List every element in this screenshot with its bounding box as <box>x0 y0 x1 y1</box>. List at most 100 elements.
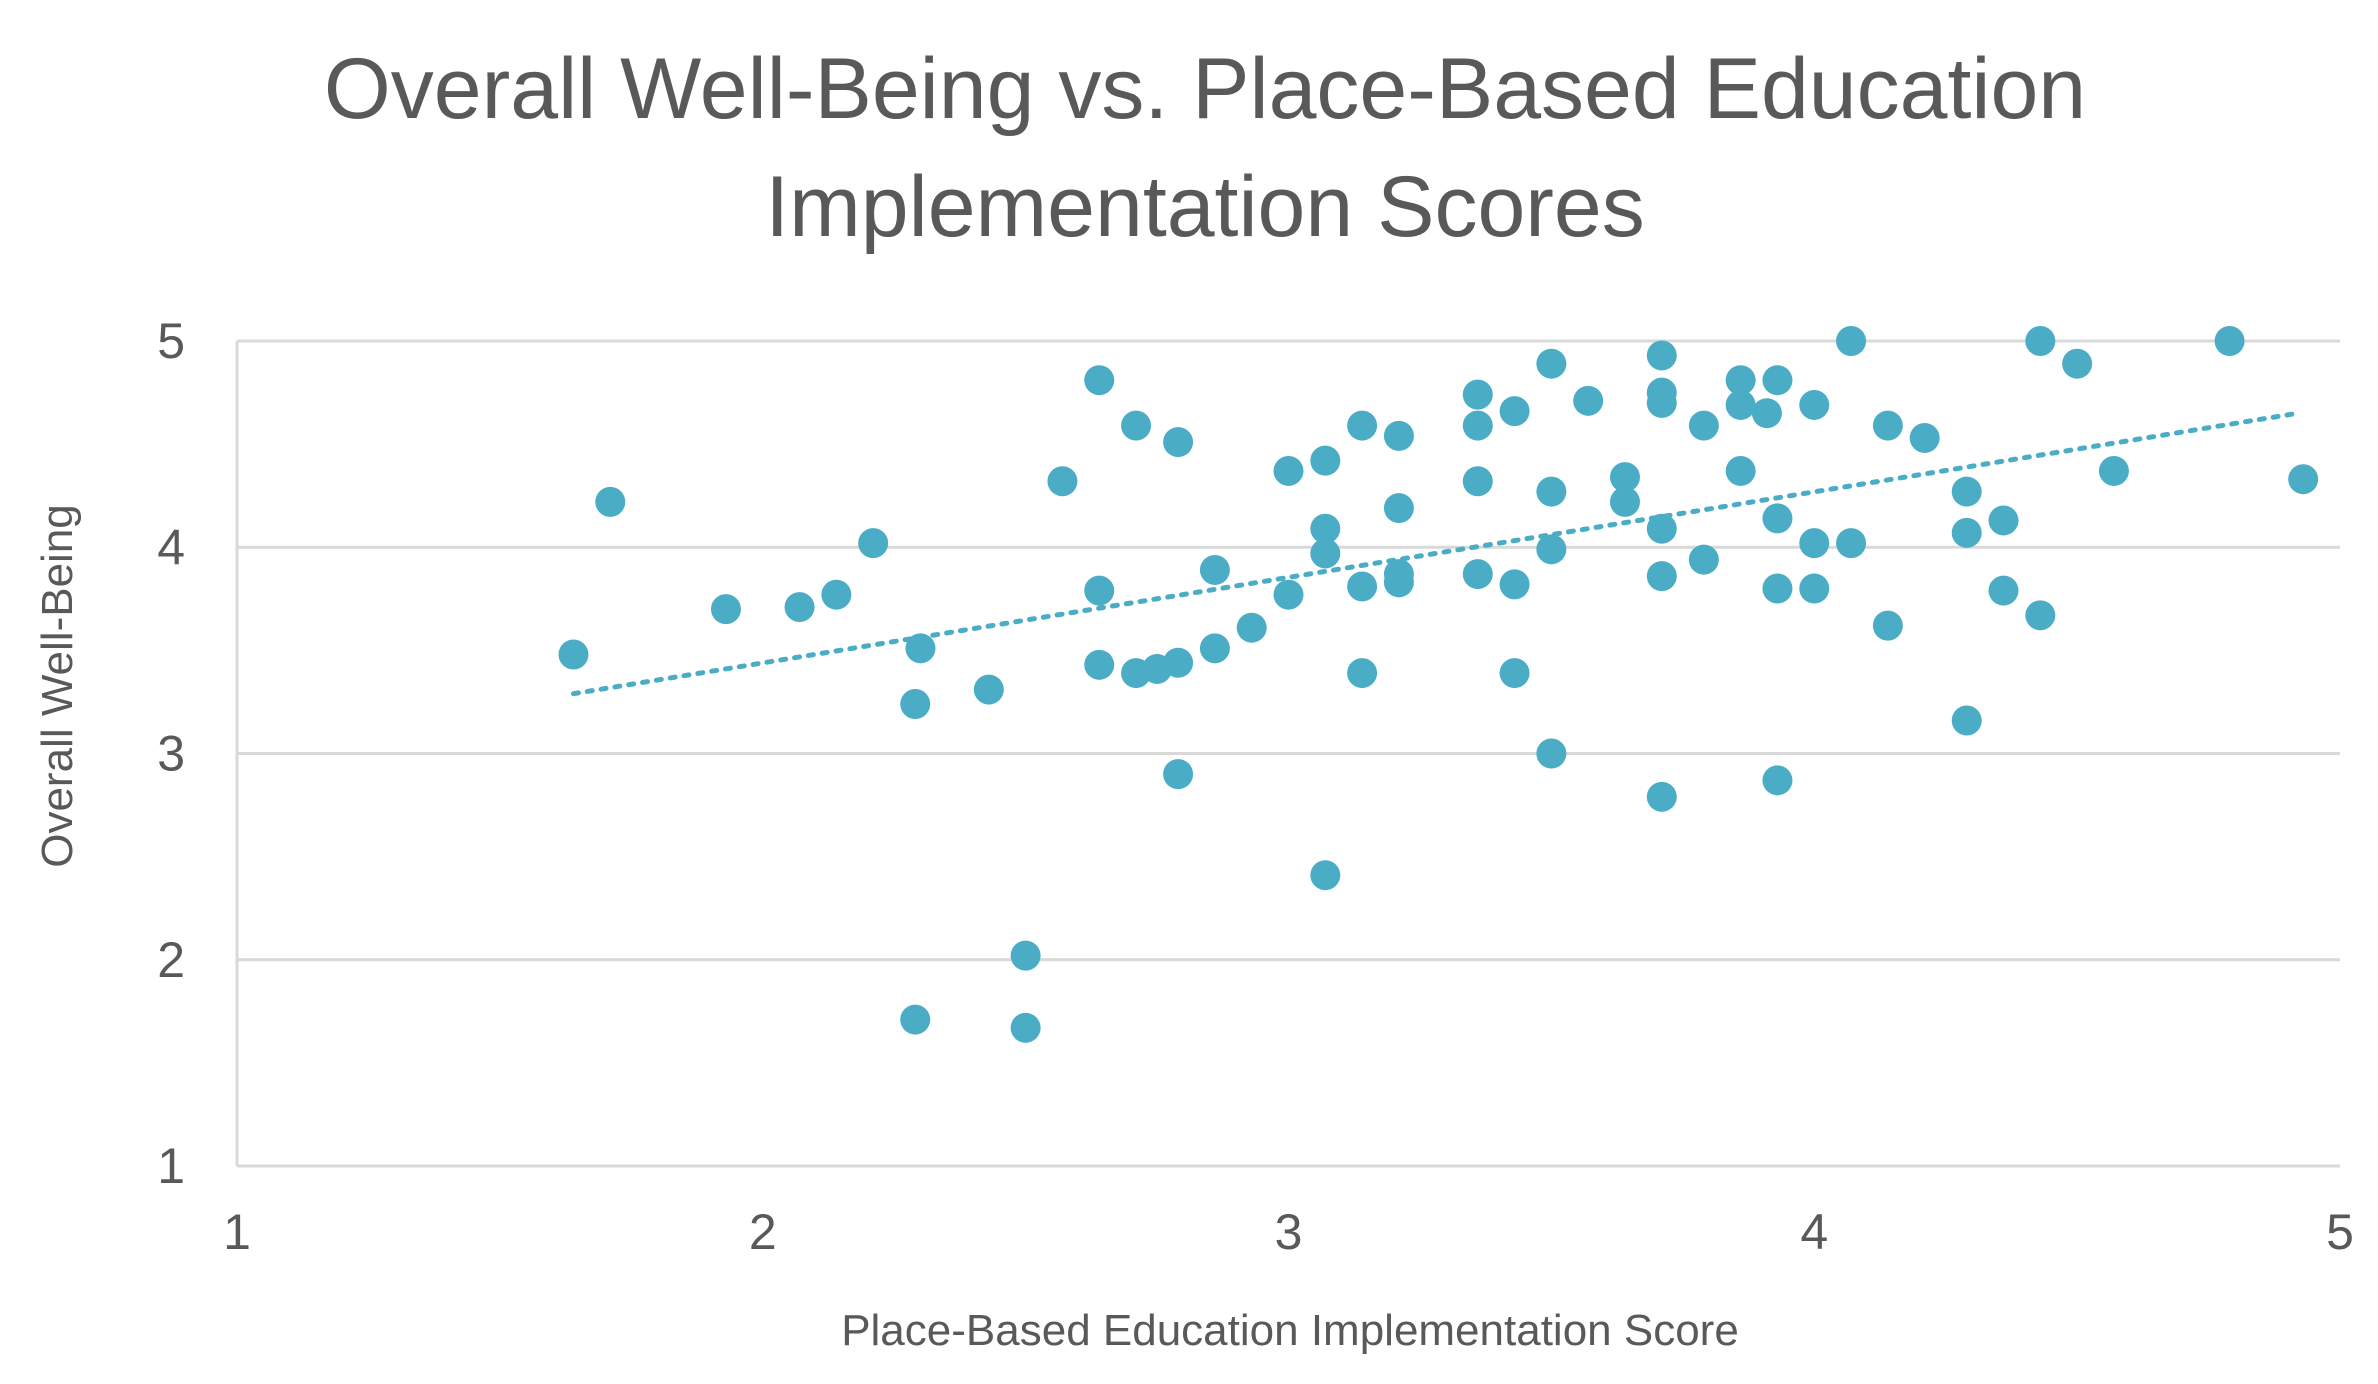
y-tick-label: 4 <box>157 519 185 575</box>
y-tick-label: 1 <box>157 1138 185 1194</box>
data-point <box>1199 633 1230 664</box>
data-point <box>1163 759 1194 790</box>
data-point <box>1836 326 1867 356</box>
data-point <box>1163 427 1194 458</box>
data-point <box>1688 544 1719 575</box>
data-point <box>1646 340 1677 371</box>
data-point <box>1536 534 1567 565</box>
data-point <box>1273 579 1304 610</box>
data-point <box>1799 389 1830 420</box>
data-point <box>1836 528 1867 559</box>
data-point <box>1762 765 1793 796</box>
data-point <box>1536 738 1567 769</box>
data-point <box>1273 455 1304 486</box>
data-point <box>1951 476 1982 507</box>
data-point <box>1872 610 1903 641</box>
data-point <box>1951 517 1982 548</box>
data-point <box>1121 410 1152 441</box>
data-point <box>1909 422 1940 453</box>
chart-title-line-1: Overall Well-Being vs. Place-Based Educa… <box>324 41 2086 137</box>
data-point <box>973 674 1004 705</box>
data-point <box>1762 503 1793 534</box>
data-point <box>1646 781 1677 812</box>
data-point <box>1536 476 1567 507</box>
data-point <box>2062 348 2093 379</box>
data-point <box>1462 559 1493 590</box>
data-point <box>1725 455 1756 486</box>
data-point <box>1084 365 1115 396</box>
data-point <box>1163 647 1194 678</box>
gridlines <box>237 339 2340 962</box>
x-tick-label: 5 <box>2326 1204 2354 1260</box>
data-point <box>1799 573 1830 604</box>
data-point <box>1762 573 1793 604</box>
y-tick-label: 5 <box>157 313 185 369</box>
data-point <box>905 633 936 664</box>
data-point <box>1462 466 1493 497</box>
data-point <box>1310 445 1341 476</box>
data-point <box>1084 649 1115 680</box>
data-point <box>1872 410 1903 441</box>
x-axis-title: Place-Based Education Implementation Sco… <box>841 1306 1739 1355</box>
data-point <box>1199 554 1230 585</box>
data-point <box>1462 379 1493 410</box>
data-point <box>784 592 815 623</box>
data-point <box>1310 860 1341 891</box>
data-point <box>1799 528 1830 559</box>
x-tick-label: 1 <box>223 1204 251 1260</box>
tick-labels: 1 2 3 4 5 1 2 3 4 5 <box>157 313 2354 1260</box>
data-point <box>595 486 626 517</box>
data-point <box>1609 486 1640 517</box>
data-point <box>1499 396 1530 427</box>
data-point <box>2288 464 2319 495</box>
data-point <box>1383 493 1414 524</box>
chart-title-line-2: Implementation Scores <box>765 159 1645 255</box>
data-point <box>1047 466 1078 497</box>
data-point <box>1499 569 1530 600</box>
data-point <box>1462 410 1493 441</box>
data-point <box>821 579 852 610</box>
x-tick-label: 4 <box>1800 1204 1828 1260</box>
y-axis-title: Overall Well-Being <box>33 504 82 868</box>
data-point <box>710 594 741 625</box>
data-point <box>1310 538 1341 569</box>
data-point <box>1310 513 1341 544</box>
data-point <box>1499 658 1530 689</box>
data-points <box>558 326 2319 1043</box>
data-point <box>1751 398 1782 429</box>
data-point <box>2214 326 2245 356</box>
data-point <box>1646 387 1677 418</box>
data-point <box>1383 420 1414 451</box>
data-point <box>1988 575 2019 606</box>
trendline <box>570 410 2301 697</box>
data-point <box>1236 612 1267 643</box>
x-tick-label: 2 <box>749 1204 777 1260</box>
data-point <box>1688 410 1719 441</box>
data-point <box>1988 505 2019 536</box>
y-tick-label: 3 <box>157 726 185 782</box>
data-point <box>1010 940 1041 971</box>
data-point <box>900 689 931 719</box>
data-point <box>1646 513 1677 544</box>
data-point <box>1725 365 1756 396</box>
data-point <box>1762 365 1793 396</box>
trendline-line <box>570 410 2301 697</box>
data-point <box>1383 567 1414 598</box>
data-point <box>900 1004 931 1035</box>
axes <box>235 341 2340 1168</box>
data-point <box>2025 326 2056 356</box>
data-point <box>1347 658 1378 689</box>
data-point <box>1010 1012 1041 1043</box>
data-point <box>1573 385 1604 416</box>
data-point <box>1725 389 1756 420</box>
data-point <box>1536 348 1567 379</box>
data-point <box>1609 462 1640 493</box>
data-point <box>1646 561 1677 592</box>
data-point <box>1951 705 1982 736</box>
data-point <box>1084 575 1115 606</box>
data-point <box>2098 455 2129 486</box>
x-tick-label: 3 <box>1275 1204 1303 1260</box>
data-point <box>1347 410 1378 441</box>
